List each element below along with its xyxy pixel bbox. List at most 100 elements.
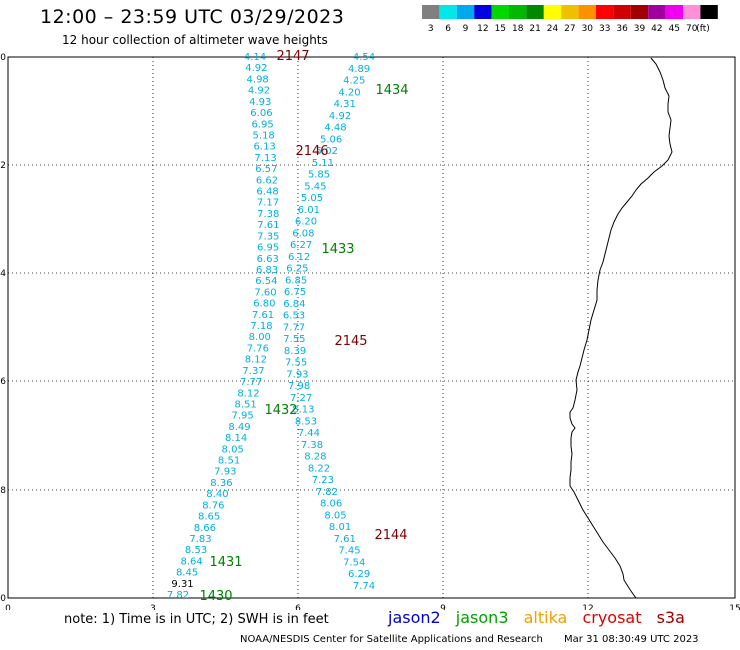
swh-value: 7.76 (247, 343, 269, 354)
legend-swatch (439, 5, 457, 19)
swh-value: 8.49 (228, 422, 250, 433)
swh-value: 7.54 (343, 557, 365, 568)
legend-label: 30 (582, 24, 594, 34)
swh-value: 8.06 (320, 499, 342, 510)
swh-value: 6.63 (257, 254, 279, 265)
swh-value: 7.18 (250, 321, 272, 332)
swh-value: 4.25 (343, 76, 365, 87)
swh-value: 6.80 (253, 299, 275, 310)
swh-value: 4.93 (249, 97, 271, 108)
legend-swatch (422, 5, 440, 19)
swh-value: 4.48 (324, 123, 346, 134)
y-tick-label: -16 (0, 377, 6, 387)
altimeter-map: -10-12-14-16-18-2003691215 4.144.924.984… (0, 49, 740, 610)
swh-value: 6.27 (290, 240, 312, 251)
legend-label: 18 (512, 24, 524, 34)
pass-number-label: 1433 (321, 242, 354, 257)
swh-value: 5.45 (304, 181, 326, 192)
swh-value: 7.17 (257, 198, 279, 209)
swh-value: 5.11 (312, 158, 334, 169)
y-tick-label: -14 (0, 269, 6, 279)
swh-value: 7.61 (252, 310, 274, 321)
legend-label: 12 (477, 24, 488, 34)
pass-number-label: 1434 (375, 83, 408, 98)
swh-value: 7.93 (286, 369, 308, 380)
legend-label: 3 (428, 24, 434, 34)
swh-value: 7.77 (240, 377, 262, 388)
swh-value: 7.35 (257, 231, 279, 242)
swh-value: 5.05 (301, 193, 323, 204)
footer-timestamp: Mar 31 08:30:49 UTC 2023 (564, 634, 699, 645)
map-title: 12:00 – 23:59 UTC 03/29/2023 (40, 6, 345, 28)
legend-swatch (683, 5, 701, 19)
legend-label: 42 (651, 24, 662, 34)
legend-label: 45 (669, 24, 680, 34)
legend-label: 15 (495, 24, 506, 34)
swh-value: 8.22 (308, 463, 330, 474)
mission-cryosat: cryosat (582, 608, 642, 627)
swh-value: 6.62 (256, 175, 278, 186)
swh-value: 5.18 (253, 130, 275, 141)
y-tick-label: -12 (0, 161, 6, 171)
swh-value: 4.92 (245, 63, 267, 74)
legend-swatch (474, 5, 492, 19)
swh-value: 7.82 (167, 590, 189, 601)
swh-value: 4.54 (353, 52, 375, 63)
swh-value: 6.20 (295, 217, 317, 228)
legend-label: 9 (463, 24, 469, 34)
swh-value: 7.98 (288, 381, 310, 392)
swh-value: 7.55 (283, 334, 305, 345)
swh-value: 6.57 (255, 164, 277, 175)
track-values: 4.144.924.984.924.936.066.955.186.137.13… (167, 52, 375, 601)
footer: NOAA/NESDIS Center for Satellite Applica… (240, 634, 699, 645)
swh-value: 8.51 (218, 456, 240, 467)
swh-value: 7.82 (316, 487, 338, 498)
swh-value: 8.01 (329, 522, 351, 533)
swh-value: 8.05 (324, 510, 346, 521)
swh-value: 7.74 (353, 581, 375, 592)
swh-value: 7.77 (283, 322, 305, 333)
swh-value: 6.75 (284, 287, 306, 298)
axis-labels: -10 -12 -14 -16 -18 -200 3 6 9 12 15 (0, 53, 740, 610)
x-tick-label: 15 (729, 604, 740, 610)
swh-value: 4.20 (338, 87, 360, 98)
swh-value: 8.64 (180, 556, 202, 567)
swh-value: 9.31 (171, 579, 193, 590)
swh-value: 6.13 (254, 142, 276, 153)
map-subtitle: 12 hour collection of altimeter wave hei… (62, 33, 328, 47)
swh-value: 8.40 (206, 489, 228, 500)
legend-swatch (491, 5, 509, 19)
swh-value: 6.84 (283, 299, 305, 310)
swh-value: 4.92 (329, 111, 351, 122)
plot-frame (7, 56, 736, 599)
swh-value: 5.85 (308, 170, 330, 181)
x-tick-label: 0 (5, 604, 11, 610)
pass-labels: 2147 1434 2146 1433 2145 1432 2144 1431 1430 (199, 49, 408, 604)
swh-value: 8.66 (194, 523, 216, 534)
swh-value: 6.06 (250, 108, 272, 119)
pass-number-label: 1431 (209, 555, 242, 570)
x-tick-label: 12 (582, 604, 593, 610)
y-tick-label: -18 (0, 486, 6, 496)
swh-value: 4.14 (244, 52, 266, 63)
swh-value: 8.28 (304, 452, 326, 463)
swh-value: 7.27 (290, 393, 312, 404)
legend-label: 36 (616, 24, 628, 34)
swh-value: 6.54 (255, 276, 277, 287)
swh-value: 7.13 (254, 153, 276, 164)
grid-lines (8, 57, 735, 598)
swh-value: 7.37 (242, 366, 264, 377)
legend-swatch (561, 5, 579, 19)
swh-value: 6.29 (348, 569, 370, 580)
footer-credit: NOAA/NESDIS Center for Satellite Applica… (240, 634, 543, 645)
swh-value: 8.00 (249, 332, 271, 343)
swh-value: 7.61 (334, 534, 356, 545)
legend-label: 27 (564, 24, 575, 34)
swh-value: 6.83 (256, 265, 278, 276)
mission-jason3: jason3 (455, 608, 509, 627)
swh-value: 8.53 (295, 416, 317, 427)
legend-swatch (648, 5, 666, 19)
legend-swatch (578, 5, 596, 19)
legend-swatch (700, 5, 718, 19)
legend-swatch (526, 5, 544, 19)
